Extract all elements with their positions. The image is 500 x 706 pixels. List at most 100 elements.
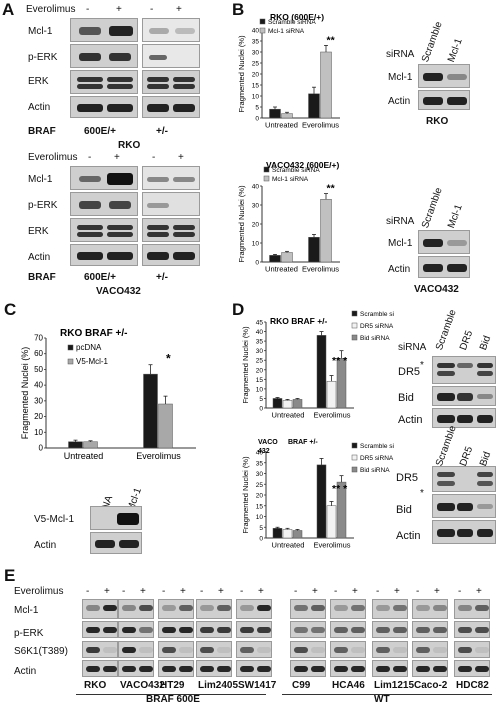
y-tick-label: 40 <box>34 381 43 390</box>
significance-marker: ** * <box>332 483 348 495</box>
y-tick-label: 40 <box>252 184 260 191</box>
bar <box>308 237 320 263</box>
western-blot-strip <box>330 660 366 677</box>
blot-row-label: Actin <box>396 530 421 542</box>
western-blot-strip <box>196 599 232 619</box>
column-label: Scramble <box>420 186 445 230</box>
western-blot-strip <box>432 520 496 544</box>
legend-label: pcDNA <box>76 343 102 352</box>
x-tick-label: Everolimus <box>302 265 339 274</box>
bar <box>316 464 327 539</box>
plus-sign: + <box>352 586 358 597</box>
western-blot-strip <box>196 621 232 638</box>
blot-row-label: DR5 <box>396 472 419 484</box>
bar <box>292 399 303 409</box>
western-blot-strip <box>330 621 366 638</box>
panel-letter-c: C <box>4 300 17 319</box>
western-blot-strip <box>290 660 326 677</box>
western-blot-strip <box>372 599 408 619</box>
cell-line-label: RKO <box>118 140 141 151</box>
western-blot-strip <box>142 70 200 94</box>
legend-swatch <box>259 27 266 34</box>
x-tick-label: Everolimus <box>136 451 181 461</box>
significance-marker: ** <box>327 34 336 46</box>
y-tick-label: 25 <box>252 61 260 68</box>
plus-sign: + <box>218 586 224 597</box>
legend-swatch <box>351 310 358 317</box>
blot-row-label: Actin <box>14 666 37 677</box>
y-tick-label: 35 <box>252 39 260 46</box>
western-blot-strip <box>412 599 448 619</box>
y-tick-label: 10 <box>252 94 260 101</box>
plus-sign: + <box>312 586 318 597</box>
bar <box>143 373 158 449</box>
western-blot-strip <box>236 660 272 677</box>
blot-row-label: p-ERK <box>14 628 44 639</box>
western-blot-strip <box>70 44 138 68</box>
legend-label: Bid siRNA <box>360 335 390 342</box>
significance-marker: ** <box>327 183 336 195</box>
treatment-label: Everolimus <box>26 4 76 15</box>
y-tick-label: 40 <box>256 450 264 457</box>
western-blot-strip <box>454 599 490 619</box>
legend-swatch <box>263 175 270 182</box>
bar <box>326 380 337 409</box>
y-tick-label: 0 <box>259 406 263 413</box>
western-blot-strip <box>330 599 366 619</box>
chart-title: VACO432 (600E/+) <box>266 160 339 170</box>
western-blot-strip <box>290 599 326 619</box>
treatment-label: Everolimus <box>14 586 64 597</box>
bar <box>281 113 293 119</box>
legend-swatch <box>351 466 358 473</box>
column-label: Scramble <box>434 308 459 352</box>
legend-label: Scramble siRNA <box>268 19 316 26</box>
y-tick-label: 35 <box>256 339 264 346</box>
braf-label: BRAF <box>28 272 56 283</box>
blot-row-label: p-ERK <box>28 52 58 63</box>
minus-sign: - <box>376 586 380 597</box>
y-axis-label: Fragmented Nuclei (%) <box>237 35 246 113</box>
bar <box>272 528 283 539</box>
y-tick-label: 5 <box>259 525 263 532</box>
cell-line-label: RKO <box>84 680 107 691</box>
plus-sign: + <box>434 586 440 597</box>
blot-row-label: p-ERK <box>28 200 58 211</box>
y-tick-label: 0 <box>39 444 44 453</box>
blot-row-label: Mcl-1 <box>14 605 39 616</box>
legend-label: Bid siRNA <box>360 467 390 474</box>
y-tick-label: 40 <box>252 28 260 35</box>
bar <box>83 441 98 449</box>
y-axis-label: Fragmented Nuclei (%) <box>241 456 250 534</box>
western-blot-strip <box>372 660 408 677</box>
bar-chart-b1: 0 5 10 15 20 25 30 35 40 Fragmented Nuclei (%) Unt… <box>237 14 340 130</box>
bar <box>68 441 83 449</box>
western-blot-strip <box>196 660 232 677</box>
minus-sign: - <box>334 586 338 597</box>
western-blot-strip <box>290 621 326 638</box>
western-blot-strip <box>70 244 138 266</box>
y-axis-label: Fragmented Nuclei (%) <box>241 326 250 404</box>
x-tick-label: Untreated <box>272 541 305 550</box>
western-blot-strip <box>82 660 118 677</box>
western-blot-strip <box>118 621 154 638</box>
legend-label: Scramble siRNA <box>360 443 394 450</box>
y-tick-label: 5 <box>255 105 259 112</box>
y-tick-label: 0 <box>259 536 263 543</box>
western-blot-strip <box>418 230 470 254</box>
y-tick-label: 20 <box>34 412 43 421</box>
chart-title: RKO BRAF +/- <box>60 328 128 339</box>
western-blot-strip <box>412 660 448 677</box>
minus-sign: - <box>458 586 462 597</box>
western-blot-strip <box>418 64 470 88</box>
western-blot-strip <box>70 192 138 216</box>
blot-row-label: Mcl-1 <box>28 174 53 185</box>
western-blot-strip <box>236 621 272 638</box>
western-blot-strip <box>236 599 272 619</box>
panel-letter-a: A <box>2 0 15 19</box>
plus-sign: + <box>180 586 186 597</box>
y-tick-label: 20 <box>252 72 260 79</box>
sirna-label: siRNA <box>386 216 415 227</box>
plus-sign: + <box>394 586 400 597</box>
western-blot-strip <box>158 660 194 677</box>
column-label: Scramble <box>420 20 445 64</box>
